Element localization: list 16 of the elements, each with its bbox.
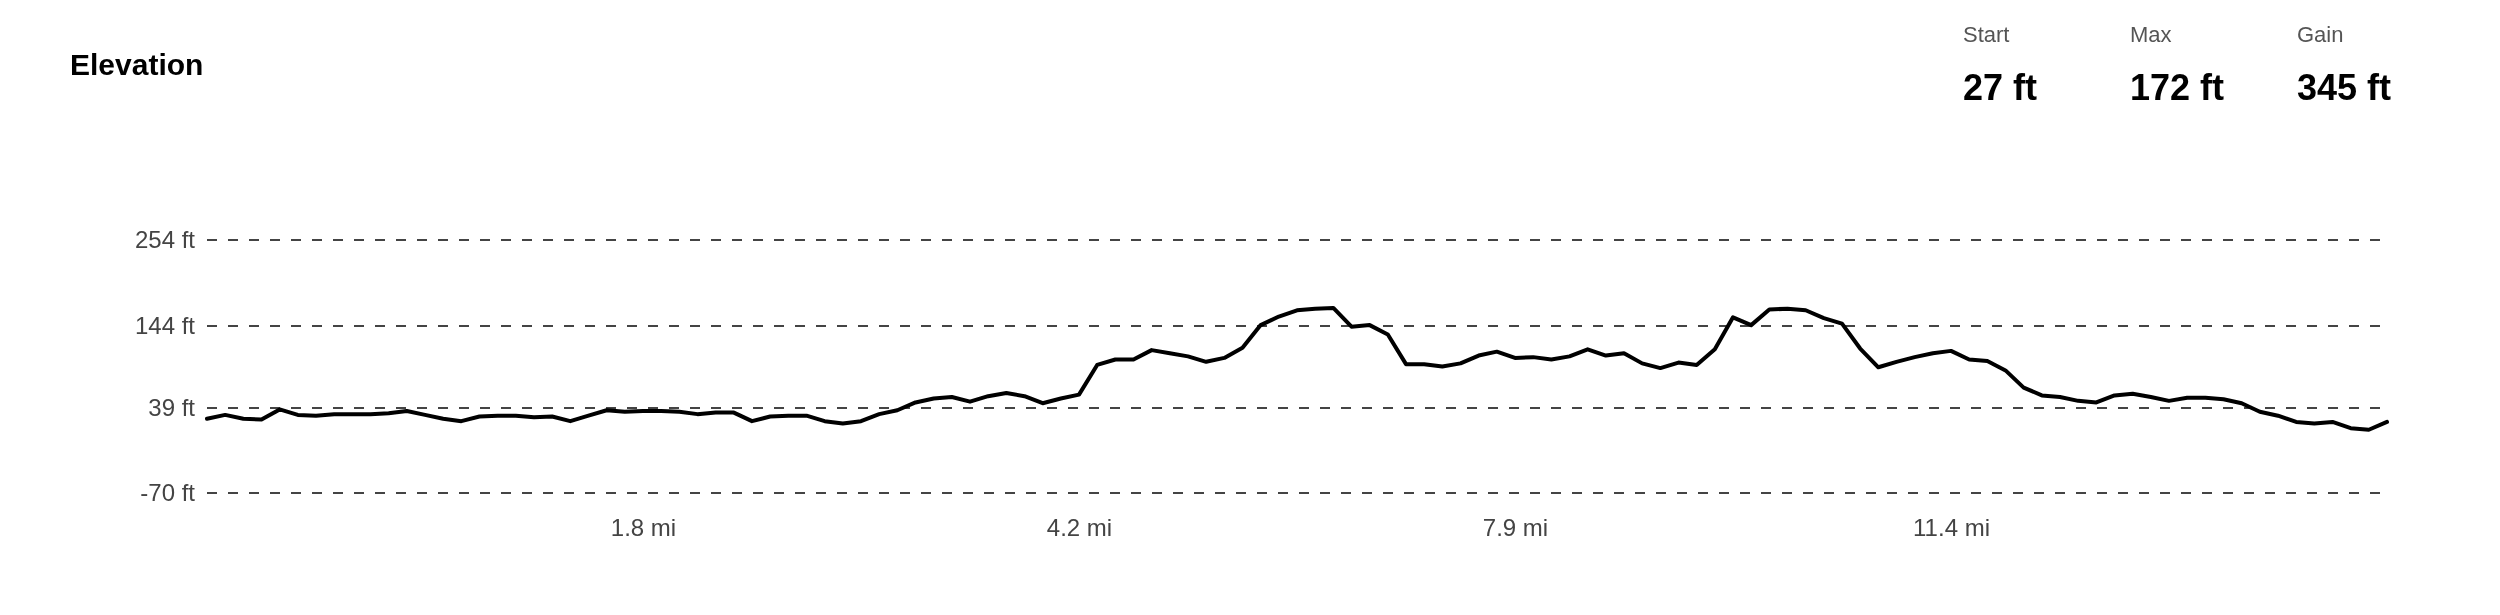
- y-tick-label: -70 ft: [140, 479, 196, 507]
- y-tick-label: 144 ft: [134, 312, 196, 340]
- x-tick-label: 1.8 mi: [610, 514, 677, 542]
- y-tick-label: 39 ft: [148, 394, 196, 422]
- text: Gain: [2297, 22, 2344, 47]
- text: Start: [1963, 22, 2010, 47]
- text: Max: [2130, 22, 2172, 47]
- text: 345 ft: [2297, 67, 2392, 108]
- y-tick-label: 254 ft: [134, 226, 196, 254]
- line-series: [205, 305, 2389, 432]
- x-tick-label: 11.4 mi: [1913, 514, 1990, 542]
- x-tick-label: 7.9 mi: [1482, 514, 1549, 542]
- text: 27 ft: [1963, 67, 2038, 108]
- chart-title: Elevation: [70, 48, 204, 81]
- x-tick-label: 4.2 mi: [1046, 514, 1113, 542]
- text: 172 ft: [2130, 67, 2225, 108]
